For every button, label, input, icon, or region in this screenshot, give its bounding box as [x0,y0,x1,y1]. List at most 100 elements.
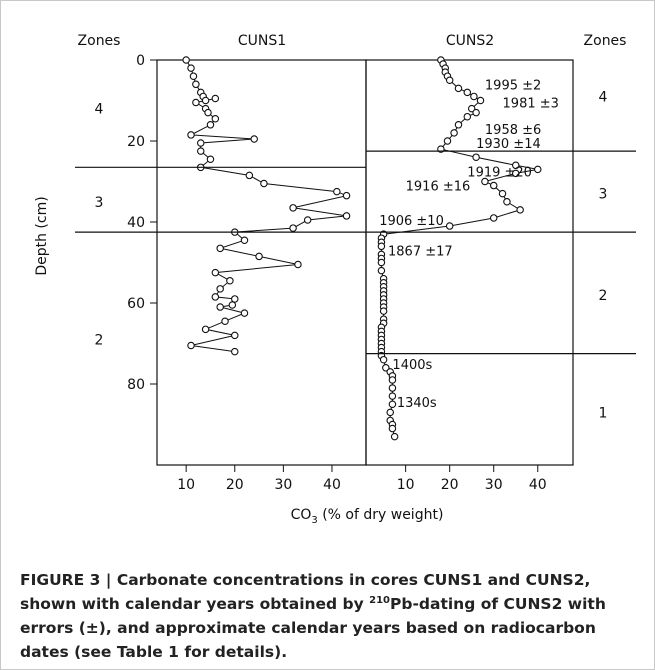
y-axis-label: Depth (cm) [34,196,50,275]
data-point [289,204,297,212]
date-annotation: 1400s [392,358,432,373]
x-tick-label: 30 [485,477,503,493]
data-point [516,206,524,214]
data-point [187,64,195,72]
data-point [216,303,224,311]
date-annotation: 1930 ±14 [476,137,541,152]
date-annotation: 1340s [397,396,437,411]
data-point [245,171,254,180]
data-point [388,376,397,384]
data-point [489,214,498,222]
data-point [211,94,220,103]
date-annotation: 1919 ±20 [467,165,532,180]
data-point [388,424,397,433]
data-point [377,258,386,267]
data-point [379,355,388,364]
data-point [294,260,302,269]
x-tick-label: 40 [529,477,547,493]
date-annotation: 1867 ±17 [388,244,453,259]
data-point [196,139,205,147]
panel-title-cuns2: CUNS2 [446,33,494,49]
data-point [503,198,511,206]
data-point [240,309,249,317]
data-point [472,153,480,161]
data-point [189,72,198,80]
caption-superscript: 210 [369,594,391,606]
caption-text-start: FIGURE 3 | Carbonate concentrations in c… [20,571,591,613]
panel-title-cuns1: CUNS1 [238,33,286,49]
figure-caption: FIGURE 3 | Carbonate concentrations in c… [20,568,620,664]
data-point [377,242,386,251]
panel-frame [156,59,367,466]
data-point [303,216,312,224]
data-point [333,187,341,196]
data-point [211,293,220,301]
data-point [231,295,239,303]
data-point [206,155,215,163]
x-axis-label: CO3 (% of dry weight) [291,507,444,526]
date-annotation: 1981 ±3 [503,97,559,112]
carbonate-depth-chart: Zones Zones CUNS1 CUNS2 Depth (cm) CO3 (… [34,33,636,526]
y-tick-label: 60 [127,296,145,312]
data-point [388,400,397,408]
date-annotation: 1906 ±10 [379,214,444,229]
data-point [511,161,520,170]
x-tick-label: 10 [397,477,415,493]
zones-header-right: Zones [584,33,627,49]
data-point [231,347,239,356]
data-point [454,121,463,129]
date-annotation: 1995 ±2 [485,78,541,93]
data-point [187,131,195,139]
data-point [534,165,542,174]
data-point [445,76,454,85]
data-point [342,212,351,220]
zone-label: 1 [599,405,608,421]
data-point [192,80,200,89]
data-point [226,276,234,285]
data-point [182,56,190,64]
data-point [454,84,463,93]
x-tick-label: 30 [274,477,292,493]
zone-label: 3 [599,187,608,203]
data-point [379,307,388,315]
data-point [206,121,215,129]
series-line [185,59,349,353]
data-point [445,222,454,230]
zone-label: 4 [599,89,608,105]
data-point [386,408,394,417]
data-point [289,224,297,232]
date-annotation: 1958 ±6 [485,123,541,138]
data-point [204,108,212,117]
zone-label: 4 [95,102,104,118]
date-annotation: 1916 ±16 [406,180,471,195]
data-point [196,147,205,155]
data-point [342,191,351,200]
data-point [470,92,478,101]
data-point [211,114,220,123]
x-tick-label: 40 [323,477,341,493]
data-point [216,244,224,253]
data-point [472,108,480,117]
data-point [255,252,263,261]
data-point [388,392,397,400]
zone-label: 2 [95,332,104,348]
data-point [201,96,210,105]
data-point [511,169,520,178]
data-point [228,301,237,309]
zones-header-left: Zones [78,33,121,49]
data-point [221,317,229,325]
y-tick-label: 0 [136,53,145,69]
caption-text-end: Pb-dating of CUNS2 with errors (±), and … [20,595,606,661]
data-point [187,341,195,350]
x-tick-label: 20 [441,477,459,493]
data-point [463,112,472,121]
data-point [476,96,485,105]
data-point [489,181,498,190]
data-point [390,432,399,441]
x-tick-label: 20 [226,477,244,493]
data-point [216,285,224,293]
data-point [260,179,268,188]
y-tick-label: 80 [127,377,145,393]
zone-label: 3 [95,195,104,211]
data-point [443,137,452,145]
